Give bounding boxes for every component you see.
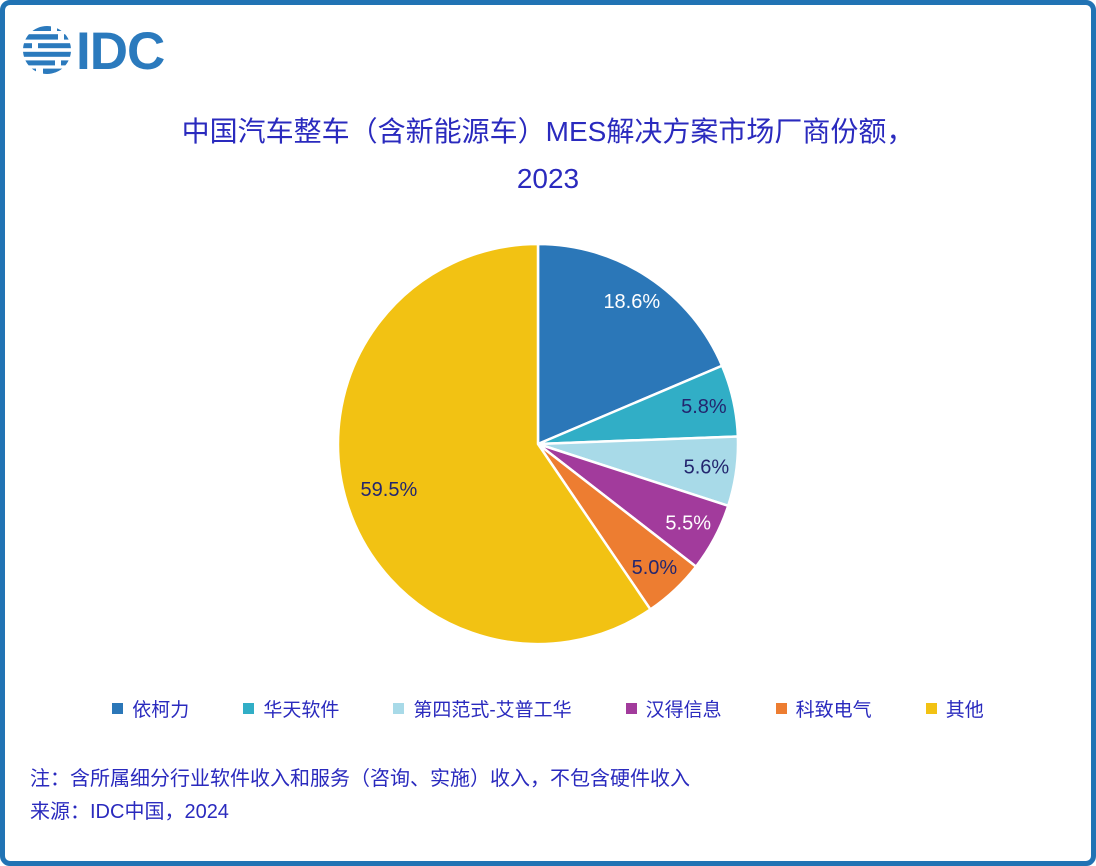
chart-title-line2: 2023	[516, 163, 580, 194]
legend-item-2: 华天软件	[243, 695, 339, 722]
chart-title-line1: 中国汽车整车（含新能源车）MES解决方案市场厂商份额，	[181, 116, 915, 147]
legend-item-1: 依柯力	[112, 695, 189, 722]
idc-globe-icon	[22, 24, 74, 76]
pie-slice-label-1: 18.6%	[603, 291, 660, 313]
legend-label: 第四范式-艾普工华	[413, 700, 572, 721]
pie-slice-label-4: 5.5%	[665, 513, 711, 535]
chart-title: 中国汽车整车（含新能源车）MES解决方案市场厂商份额， 2023	[0, 108, 1096, 202]
pie-slice-label-6: 59.5%	[361, 479, 418, 501]
legend-item-5: 科致电气	[775, 695, 872, 722]
legend-swatch-icon	[243, 703, 255, 714]
legend-swatch-icon	[775, 703, 787, 714]
legend-item-6: 其他	[925, 695, 984, 722]
pie-slice-label-3: 5.6%	[684, 456, 730, 478]
footnote-source: 来源：IDC中国，2024	[30, 801, 229, 823]
legend-label: 依柯力	[132, 700, 190, 721]
legend-swatch-icon	[393, 703, 405, 714]
pie-slice-label-2: 5.8%	[681, 396, 727, 418]
legend-label: 华天软件	[263, 700, 340, 721]
footnotes: 注：含所属细分行业软件收入和服务（咨询、实施）收入，不包含硬件收入 来源：IDC…	[30, 763, 690, 829]
pie-slice-1	[536, 242, 724, 446]
idc-logo: IDC	[22, 22, 165, 78]
legend-label: 科致电气	[795, 700, 872, 721]
pie-slice-label-5: 5.0%	[632, 557, 678, 579]
footnote-note: 注：含所属细分行业软件收入和服务（咨询、实施）收入，不包含硬件收入	[30, 768, 690, 790]
legend-swatch-icon	[625, 703, 637, 714]
legend-item-3: 第四范式-艾普工华	[393, 695, 572, 722]
legend-swatch-icon	[925, 703, 937, 714]
legend: 依柯力 华天软件 第四范式-艾普工华 汉得信息 科致电气 其他	[0, 695, 1096, 722]
legend-item-4: 汉得信息	[625, 695, 722, 722]
pie-slice-6	[336, 242, 652, 646]
legend-label: 汉得信息	[645, 700, 722, 721]
legend-swatch-icon	[112, 703, 124, 714]
idc-logo-text: IDC	[76, 22, 164, 78]
legend-label: 其他	[945, 700, 984, 721]
